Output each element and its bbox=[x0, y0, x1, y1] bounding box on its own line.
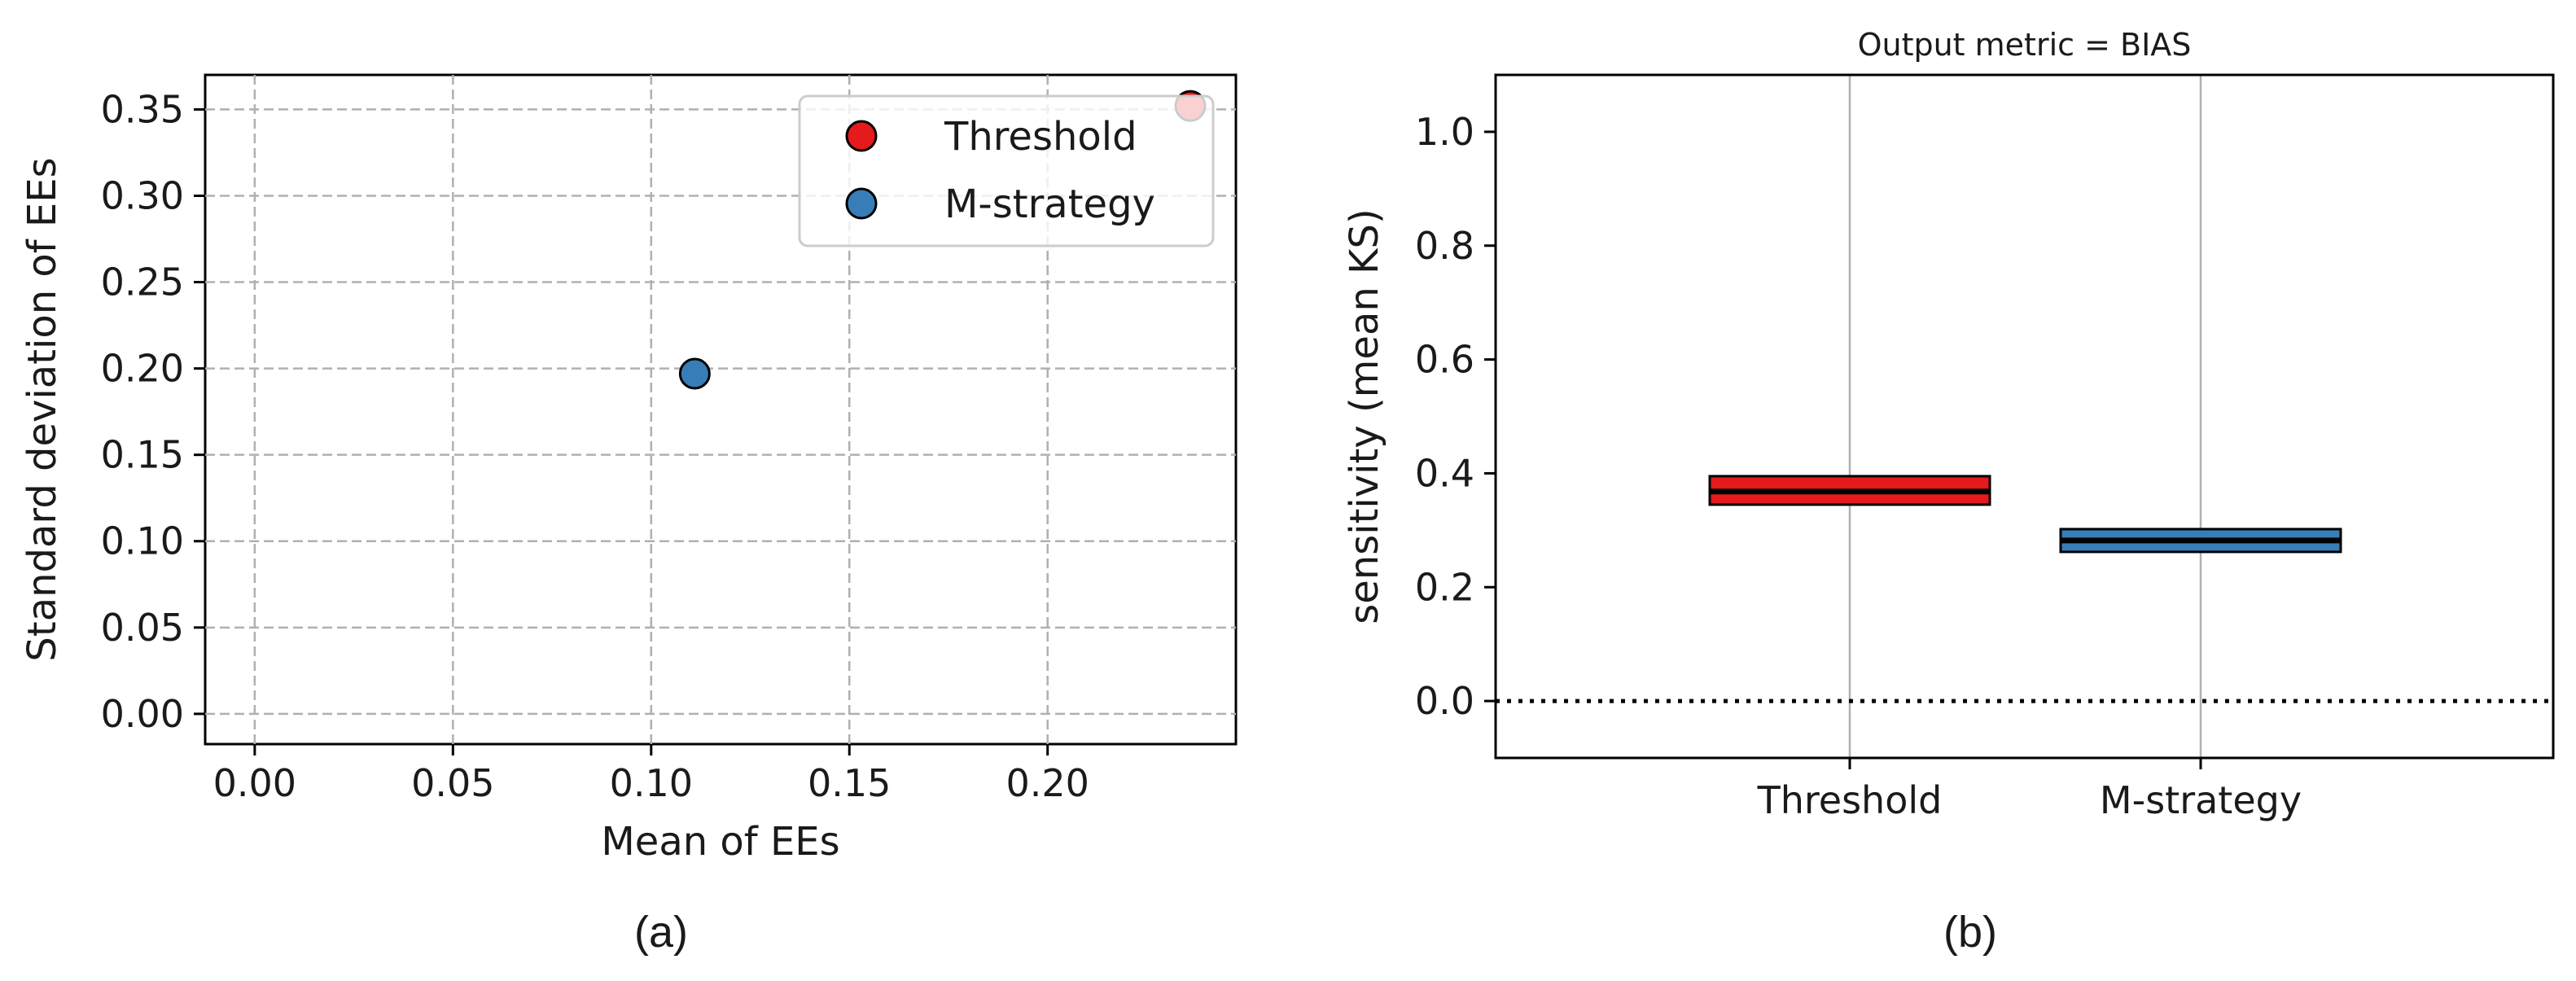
sensitivity-y-tick-label: 1.0 bbox=[1415, 110, 1474, 154]
scatter-legend-label: M-strategy bbox=[944, 182, 1155, 227]
scatter-plot-frame bbox=[204, 73, 1238, 746]
scatter-y-tick-label: 0.05 bbox=[101, 606, 184, 650]
scatter-x-tick-label: 0.00 bbox=[213, 761, 296, 805]
sensitivity-y-ticks: 0.0 0.2 0.4 0.6 0.8 1.0 bbox=[1415, 110, 1496, 723]
panel-a-caption: (a) bbox=[634, 908, 688, 957]
scatter-x-tick-label: 0.15 bbox=[808, 761, 891, 805]
scatter-panel: 0.00 0.05 0.10 0.15 0.20 0.00 0.05 0.10 0.15 0.2… bbox=[20, 73, 1238, 957]
scatter-y-tick-label: 0.00 bbox=[101, 692, 184, 736]
scatter-point-m-strategy bbox=[678, 357, 711, 390]
sensitivity-boxes bbox=[1708, 475, 2342, 554]
scatter-x-tick-label: 0.05 bbox=[411, 761, 494, 805]
sensitivity-y-tick-label: 0.6 bbox=[1415, 338, 1474, 382]
scatter-y-tick-label: 0.10 bbox=[101, 519, 184, 563]
scatter-legend-box bbox=[798, 94, 1215, 247]
sensitivity-plot-frame bbox=[1494, 73, 2555, 760]
sensitivity-y-tick-label: 0.2 bbox=[1415, 565, 1474, 609]
sensitivity-x-tick-label: Threshold bbox=[1757, 778, 1943, 822]
sensitivity-y-tick-label: 0.0 bbox=[1415, 679, 1474, 723]
sensitivity-gridlines bbox=[1848, 75, 2202, 758]
scatter-legend-label: Threshold bbox=[944, 114, 1137, 160]
scatter-y-axis-label: Standard deviation of EEs bbox=[20, 157, 65, 661]
scatter-legend-marker bbox=[845, 187, 878, 220]
scatter-y-tick-label: 0.20 bbox=[101, 347, 184, 391]
scatter-y-tick-label: 0.35 bbox=[101, 87, 184, 131]
sensitivity-panel: 0.0 0.2 0.4 0.6 0.8 1.0 Threshold M-strategy O… bbox=[1342, 27, 2555, 957]
scatter-y-ticks: 0.00 0.05 0.10 0.15 0.20 0.25 0.30 0.35 bbox=[101, 87, 205, 736]
scatter-x-tick-label: 0.20 bbox=[1006, 761, 1089, 805]
sensitivity-y-axis-label: sensitivity (mean KS) bbox=[1342, 208, 1387, 624]
sensitivity-y-tick-label: 0.4 bbox=[1415, 451, 1474, 495]
scatter-legend: Threshold M-strategy bbox=[798, 94, 1215, 247]
scatter-y-tick-label: 0.15 bbox=[101, 433, 184, 477]
panel-b-caption: (b) bbox=[1943, 908, 1997, 957]
sensitivity-x-tick-label: M-strategy bbox=[2100, 778, 2302, 822]
scatter-x-tick-label: 0.10 bbox=[610, 761, 693, 805]
sensitivity-x-ticks: Threshold M-strategy bbox=[1757, 758, 2302, 822]
sensitivity-title: Output metric = BIAS bbox=[1858, 27, 2192, 63]
scatter-x-axis-label: Mean of EEs bbox=[601, 819, 839, 865]
scatter-y-tick-label: 0.25 bbox=[101, 261, 184, 304]
scatter-x-ticks: 0.00 0.05 0.10 0.15 0.20 bbox=[213, 744, 1089, 805]
scatter-y-tick-label: 0.30 bbox=[101, 173, 184, 217]
sensitivity-y-tick-label: 0.8 bbox=[1415, 224, 1474, 268]
scatter-legend-marker bbox=[845, 120, 878, 152]
